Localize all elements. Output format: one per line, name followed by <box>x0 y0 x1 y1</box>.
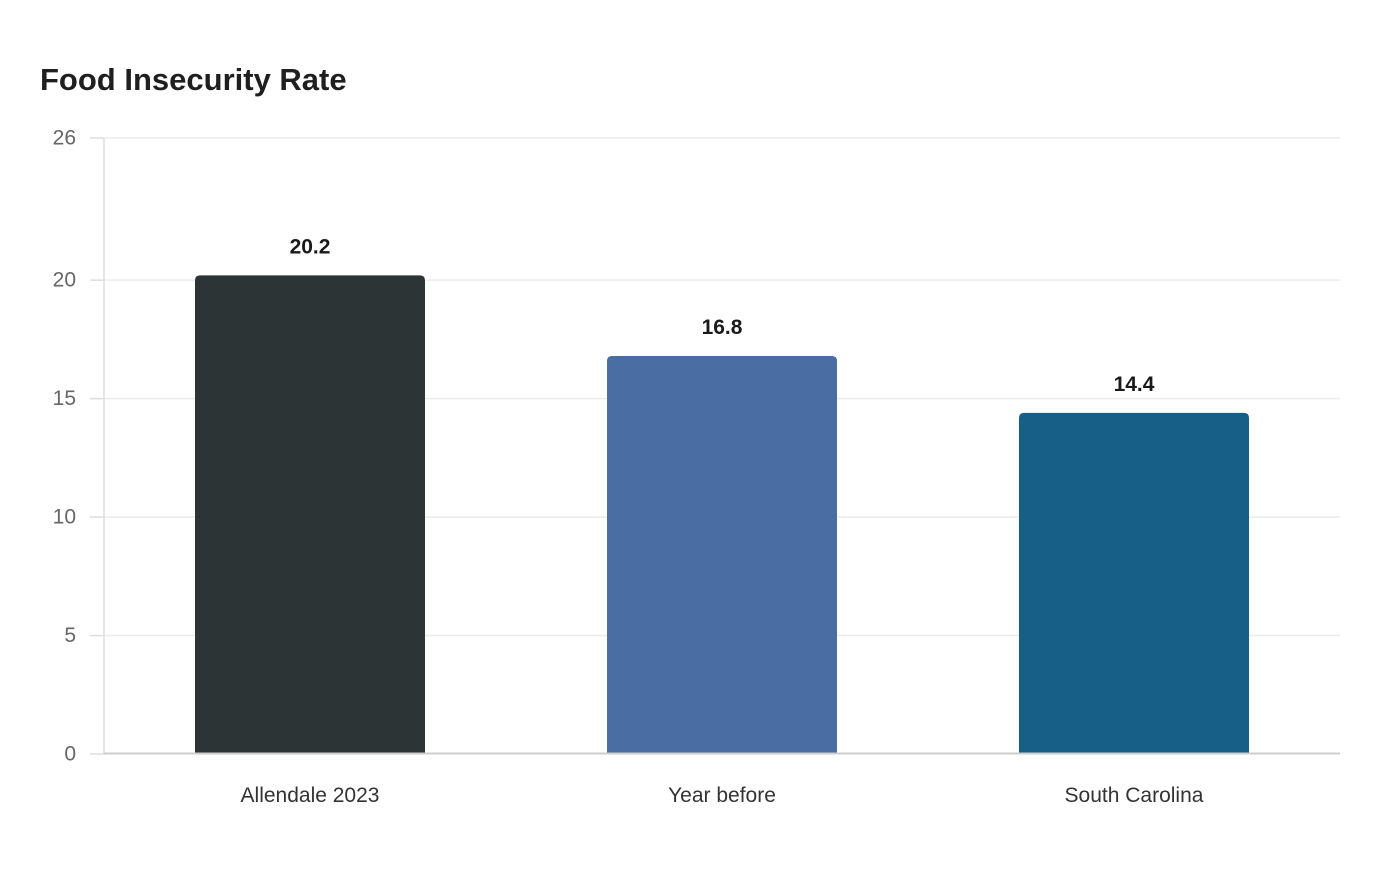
data-label: 16.8 <box>702 316 743 339</box>
bar-0[interactable] <box>195 275 425 754</box>
category-label: Allendale 2023 <box>241 784 380 807</box>
y-tick-label: 20 <box>53 269 76 292</box>
y-tick-labels: 0 5 10 15 20 26 <box>53 127 104 766</box>
category-label: Year before <box>668 784 776 807</box>
category-labels: Allendale 2023 Year before South Carolina <box>241 784 1204 807</box>
y-tick-label: 26 <box>53 127 76 150</box>
y-tick-label: 0 <box>64 743 76 766</box>
data-label: 20.2 <box>290 235 331 258</box>
chart-title: Food Insecurity Rate <box>40 62 347 97</box>
bars <box>195 275 1249 754</box>
data-labels: 20.2 16.8 14.4 <box>290 235 1155 395</box>
bar-2[interactable] <box>1019 412 1249 754</box>
y-tick-label: 10 <box>53 506 76 529</box>
data-label: 14.4 <box>1114 373 1155 396</box>
bar-1[interactable] <box>607 355 837 754</box>
y-tick-label: 15 <box>53 387 76 410</box>
category-label: South Carolina <box>1065 784 1204 807</box>
y-tick-label: 5 <box>64 624 76 647</box>
